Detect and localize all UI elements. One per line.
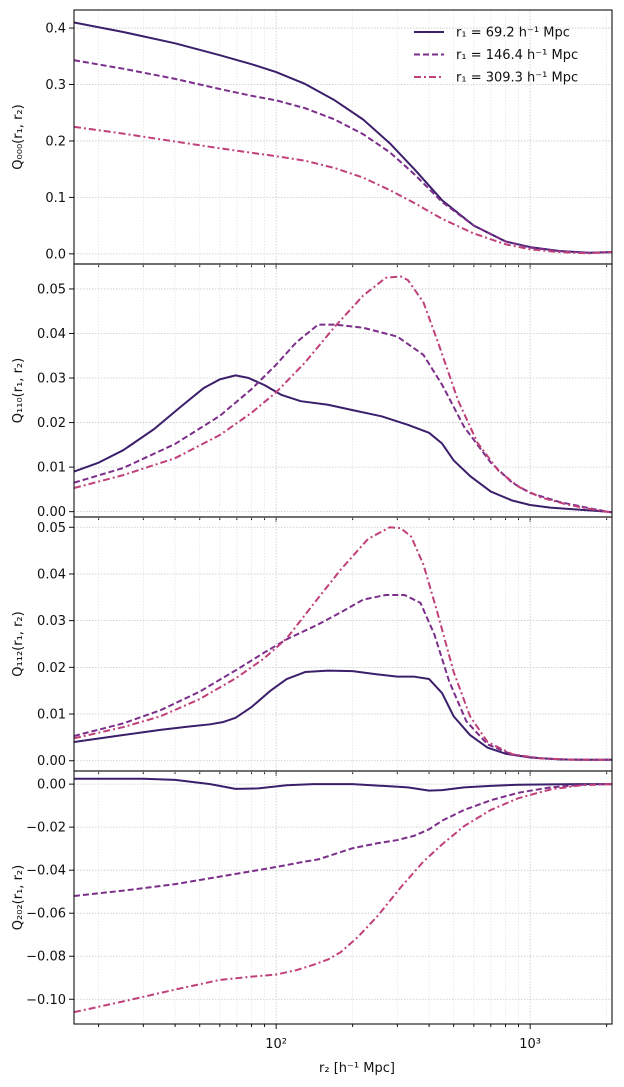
legend-label-1: r₁ = 69.2 h⁻¹ Mpc <box>456 26 570 41</box>
panel-frame <box>73 770 613 1025</box>
panel-q000: 0.0 0.1 0.2 0.3 0.4 Q₀₀₀(r₁, r₂) <box>11 9 613 269</box>
y-tick-label: 0.05 <box>37 282 66 297</box>
y-tick-label: 0.00 <box>37 778 66 793</box>
y-tick-label: −0.04 <box>26 864 66 879</box>
y-tick-label: 0.1 <box>45 191 66 206</box>
x-tick-labels: 10² 10³ <box>265 1037 541 1052</box>
panel-q112: 0.00 0.01 0.02 0.03 0.04 0.05 Q₁₁₂(r₁, r₂) <box>11 516 613 776</box>
legend: r₁ = 69.2 h⁻¹ Mpc r₁ = 146.4 h⁻¹ Mpc r₁ = … <box>414 26 578 86</box>
y-tick-label: 0.3 <box>45 78 66 93</box>
x-tick-label: 10³ <box>519 1037 541 1052</box>
legend-label-3: r₁ = 309.3 h⁻¹ Mpc <box>456 71 578 86</box>
y-tick-label: 0.03 <box>37 372 66 387</box>
y-tick-label: −0.06 <box>26 907 66 922</box>
y-tick-label: 0.05 <box>37 521 66 536</box>
y-tick-label: 0.04 <box>37 327 66 342</box>
panel-q202: 0.00 −0.02 −0.04 −0.06 −0.08 −0.10 Q₂₀₂(r₁, r₂… <box>11 770 613 1029</box>
series-line-3 <box>74 275 612 514</box>
y-axis-label: Q₁₁₀(r₁, r₂) <box>11 358 26 423</box>
series-line-2 <box>74 593 612 761</box>
y-tick-label: −0.02 <box>26 821 66 836</box>
series-line-3 <box>74 125 612 255</box>
x-axis-label: r₂ [h⁻¹ Mpc] <box>319 1061 395 1076</box>
y-axis-label: Q₁₁₂(r₁, r₂) <box>11 611 26 676</box>
series-group <box>74 777 612 1014</box>
y-tick-label: 0.02 <box>37 661 66 676</box>
series-group <box>74 275 612 514</box>
series-group <box>74 526 612 761</box>
series-group <box>74 21 612 255</box>
y-tick-label: 0.00 <box>37 505 66 520</box>
series-line-2 <box>74 59 612 254</box>
y-tick-label: 0.02 <box>37 416 66 431</box>
y-tick-label: −0.08 <box>26 950 66 965</box>
y-tick-label: −0.10 <box>26 993 66 1008</box>
panel-q110: 0.00 0.01 0.02 0.03 0.04 0.05 Q₁₁₀(r₁, r₂) <box>11 263 613 522</box>
x-tick-label: 10² <box>265 1037 287 1052</box>
series-line-3 <box>74 526 612 761</box>
y-tick-label: 0.01 <box>37 708 66 723</box>
series-line-1 <box>74 777 612 792</box>
y-axis-label: Q₀₀₀(r₁, r₂) <box>11 104 26 169</box>
series-line-1 <box>74 669 612 761</box>
y-tick-label: 0.03 <box>37 614 66 629</box>
y-tick-label: 0.00 <box>37 754 66 769</box>
y-tick-label: 0.2 <box>45 134 66 149</box>
series-line-2 <box>74 783 612 897</box>
y-tick-label: 0.0 <box>45 247 66 262</box>
y-tick-label: 0.04 <box>37 567 66 582</box>
y-tick-label: 0.4 <box>45 22 66 37</box>
y-axis-label: Q₂₀₂(r₁, r₂) <box>11 865 26 930</box>
legend-label-2: r₁ = 146.4 h⁻¹ Mpc <box>456 48 578 63</box>
series-line-1 <box>74 374 612 514</box>
y-tick-label: 0.01 <box>37 461 66 476</box>
